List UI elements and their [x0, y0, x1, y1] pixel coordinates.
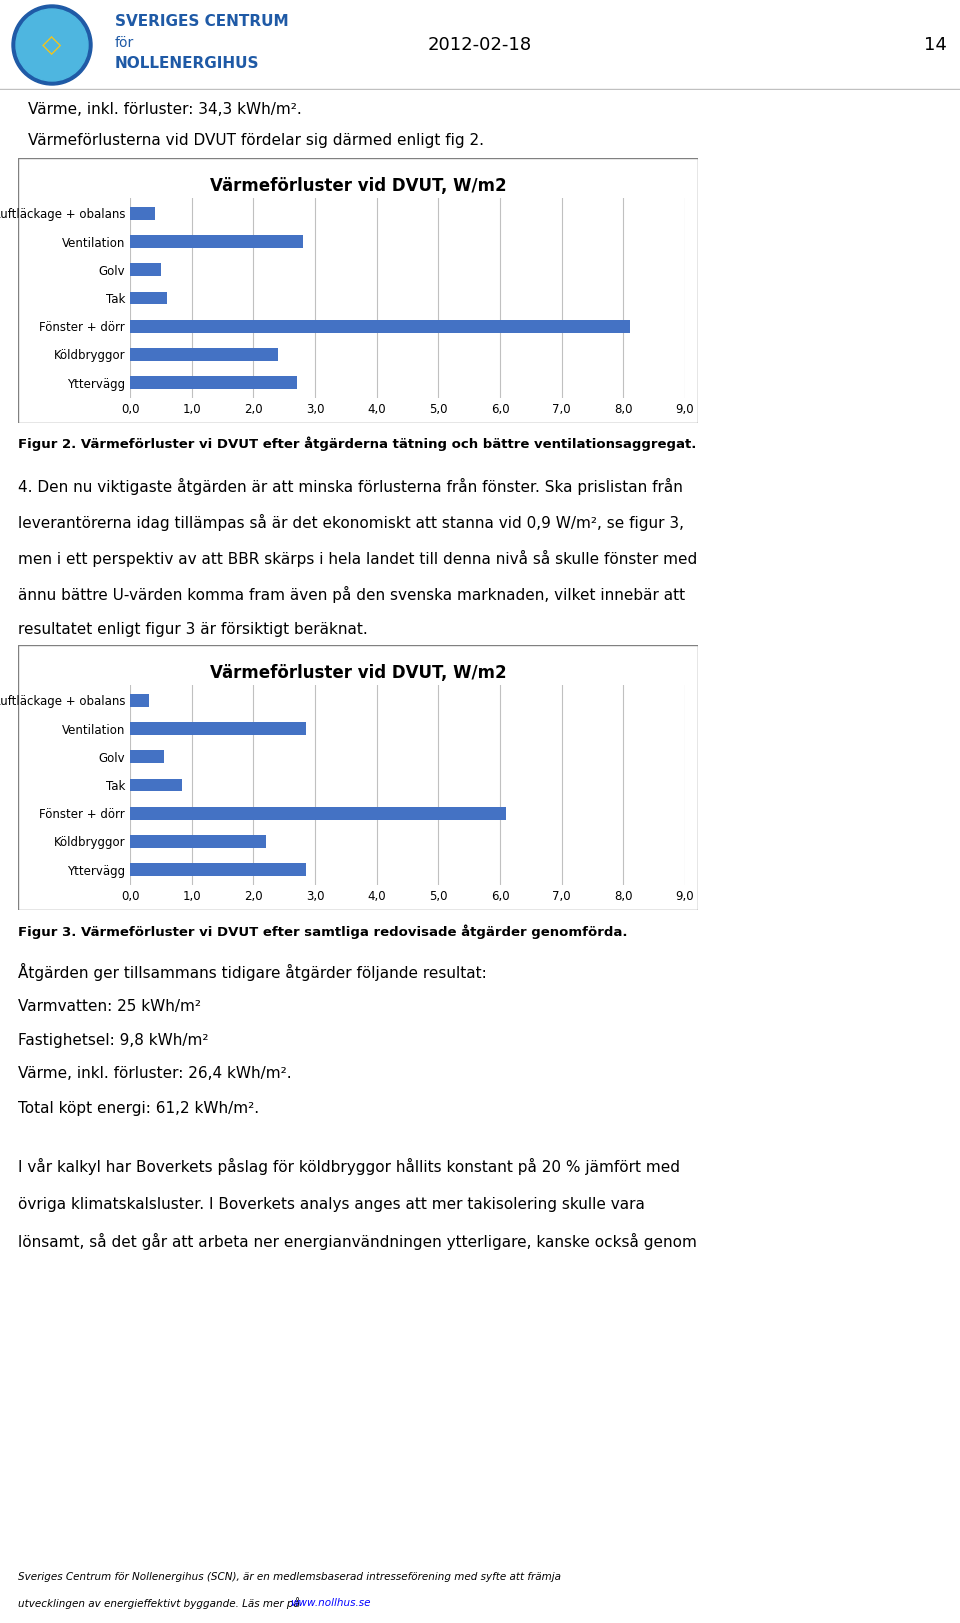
- Text: leverantörerna idag tillämpas så är det ekonomiskt att stanna vid 0,9 W/m², se f: leverantörerna idag tillämpas så är det …: [18, 513, 684, 531]
- FancyBboxPatch shape: [18, 157, 698, 424]
- Circle shape: [12, 5, 92, 84]
- Text: för: för: [115, 36, 134, 50]
- Text: I vår kalkyl har Boverkets påslag för köldbryggor hållits konstant på 20 % jämfö: I vår kalkyl har Boverkets påslag för kö…: [18, 1159, 680, 1175]
- FancyBboxPatch shape: [18, 644, 698, 911]
- Text: Figur 2. Värmeförluster vi DVUT efter åtgärderna tätning och bättre ventilations: Figur 2. Värmeförluster vi DVUT efter åt…: [18, 437, 696, 451]
- Text: resultatet enligt figur 3 är försiktigt beräknat.: resultatet enligt figur 3 är försiktigt …: [18, 623, 368, 638]
- Text: 14: 14: [924, 36, 947, 54]
- Text: Figur 3. Värmeförluster vi DVUT efter samtliga redovisade åtgärder genomförda.: Figur 3. Värmeförluster vi DVUT efter sa…: [18, 925, 628, 940]
- Bar: [130, 722, 305, 735]
- Text: Fastighetsel: 9,8 kWh/m²: Fastighetsel: 9,8 kWh/m²: [18, 1032, 208, 1047]
- Text: www.nollhus.se: www.nollhus.se: [291, 1599, 372, 1608]
- Text: SVERIGES CENTRUM: SVERIGES CENTRUM: [115, 15, 289, 29]
- Bar: [130, 779, 182, 792]
- Bar: [130, 235, 302, 248]
- Bar: [130, 292, 167, 305]
- Text: men i ett perspektiv av att BBR skärps i hela landet till denna nivå så skulle f: men i ett perspektiv av att BBR skärps i…: [18, 550, 697, 566]
- Bar: [130, 695, 149, 706]
- Text: Sveriges Centrum för Nollenergihus (SCN), är en medlemsbaserad intresseförening : Sveriges Centrum för Nollenergihus (SCN)…: [18, 1571, 561, 1582]
- Text: 2012-02-18: 2012-02-18: [428, 36, 532, 54]
- Text: 4. Den nu viktigaste åtgärden är att minska förlusterna från fönster. Ska prisli: 4. Den nu viktigaste åtgärden är att min…: [18, 477, 683, 495]
- Text: NOLLENERGIHUS: NOLLENERGIHUS: [115, 57, 259, 71]
- Text: ◇: ◇: [42, 32, 61, 57]
- Text: Värmeförluster vid DVUT, W/m2: Värmeförluster vid DVUT, W/m2: [209, 177, 506, 195]
- Bar: [130, 263, 161, 276]
- Text: ännu bättre U-värden komma fram även på den svenska marknaden, vilket innebär at: ännu bättre U-värden komma fram även på …: [18, 586, 685, 602]
- Text: Varmvatten: 25 kWh/m²: Varmvatten: 25 kWh/m²: [18, 998, 201, 1013]
- Text: Värmeförlusterna vid DVUT fördelar sig därmed enligt fig 2.: Värmeförlusterna vid DVUT fördelar sig d…: [28, 133, 484, 148]
- Bar: [130, 320, 630, 333]
- Circle shape: [16, 10, 88, 81]
- Text: Värmeförluster vid DVUT, W/m2: Värmeförluster vid DVUT, W/m2: [209, 664, 506, 682]
- Bar: [130, 377, 297, 390]
- Text: Värme, inkl. förluster: 26,4 kWh/m².: Värme, inkl. förluster: 26,4 kWh/m².: [18, 1066, 292, 1081]
- Bar: [130, 347, 278, 360]
- Text: lönsamt, så det går att arbeta ner energianvändningen ytterligare, kanske också : lönsamt, så det går att arbeta ner energ…: [18, 1233, 697, 1250]
- Bar: [130, 750, 164, 763]
- Bar: [130, 836, 266, 847]
- Bar: [130, 863, 305, 876]
- Bar: [130, 208, 155, 219]
- Text: Värme, inkl. förluster: 34,3 kWh/m².: Värme, inkl. förluster: 34,3 kWh/m².: [28, 102, 301, 117]
- Bar: [130, 807, 506, 820]
- Text: övriga klimatskalsluster. I Boverkets analys anges att mer takisolering skulle v: övriga klimatskalsluster. I Boverkets an…: [18, 1196, 645, 1211]
- Text: Åtgärden ger tillsammans tidigare åtgärder följande resultat:: Åtgärden ger tillsammans tidigare åtgärd…: [18, 962, 487, 980]
- Text: utvecklingen av energieffektivt byggande. Läs mer på: utvecklingen av energieffektivt byggande…: [18, 1597, 303, 1608]
- Text: Total köpt energi: 61,2 kWh/m².: Total köpt energi: 61,2 kWh/m².: [18, 1100, 259, 1115]
